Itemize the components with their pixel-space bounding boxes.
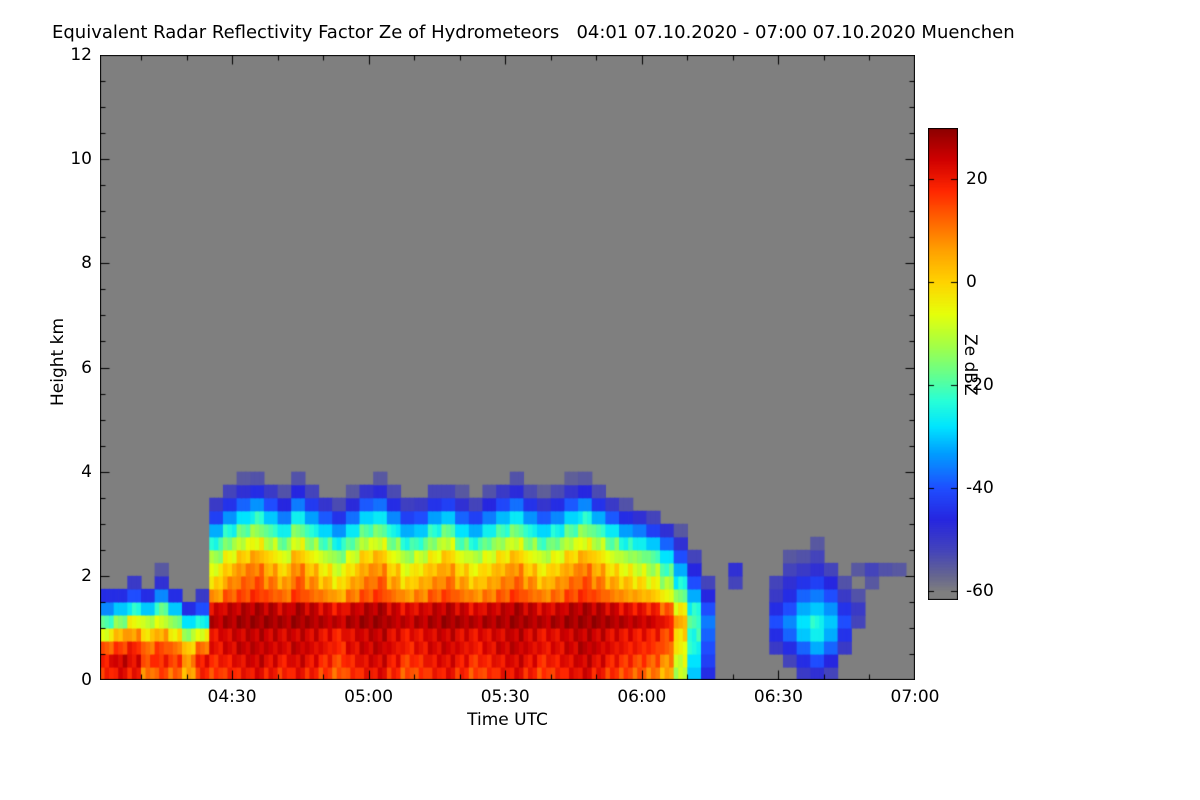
y-tick-label: 10: [70, 149, 92, 170]
colorbar: [928, 128, 958, 600]
x-tick-label: 05:00: [344, 687, 394, 707]
y-tick-label: 6: [81, 357, 92, 378]
x-axis-label: Time UTC: [467, 710, 548, 730]
colorbar-tick-label: 20: [966, 169, 988, 190]
colorbar-tick-label: -20: [966, 375, 994, 396]
x-tick-label: 04:30: [207, 687, 257, 707]
chart-title: Equivalent Radar Reflectivity Factor Ze …: [52, 22, 1015, 43]
heatmap-plot: [100, 55, 915, 680]
colorbar-tick-label: -60: [966, 581, 994, 602]
y-tick-label: 8: [81, 253, 92, 274]
colorbar-tick-label: -40: [966, 478, 994, 499]
x-tick-label: 06:30: [753, 687, 803, 707]
x-tick-label: 07:00: [890, 687, 940, 707]
y-tick-label: 0: [81, 670, 92, 690]
y-tick-label: 12: [70, 45, 92, 65]
y-tick-label: 2: [81, 565, 92, 586]
y-tick-label: 4: [81, 461, 92, 482]
x-tick-label: 05:30: [480, 687, 530, 707]
x-tick-label: 06:00: [617, 687, 667, 707]
colorbar-tick-label: 0: [966, 272, 977, 293]
